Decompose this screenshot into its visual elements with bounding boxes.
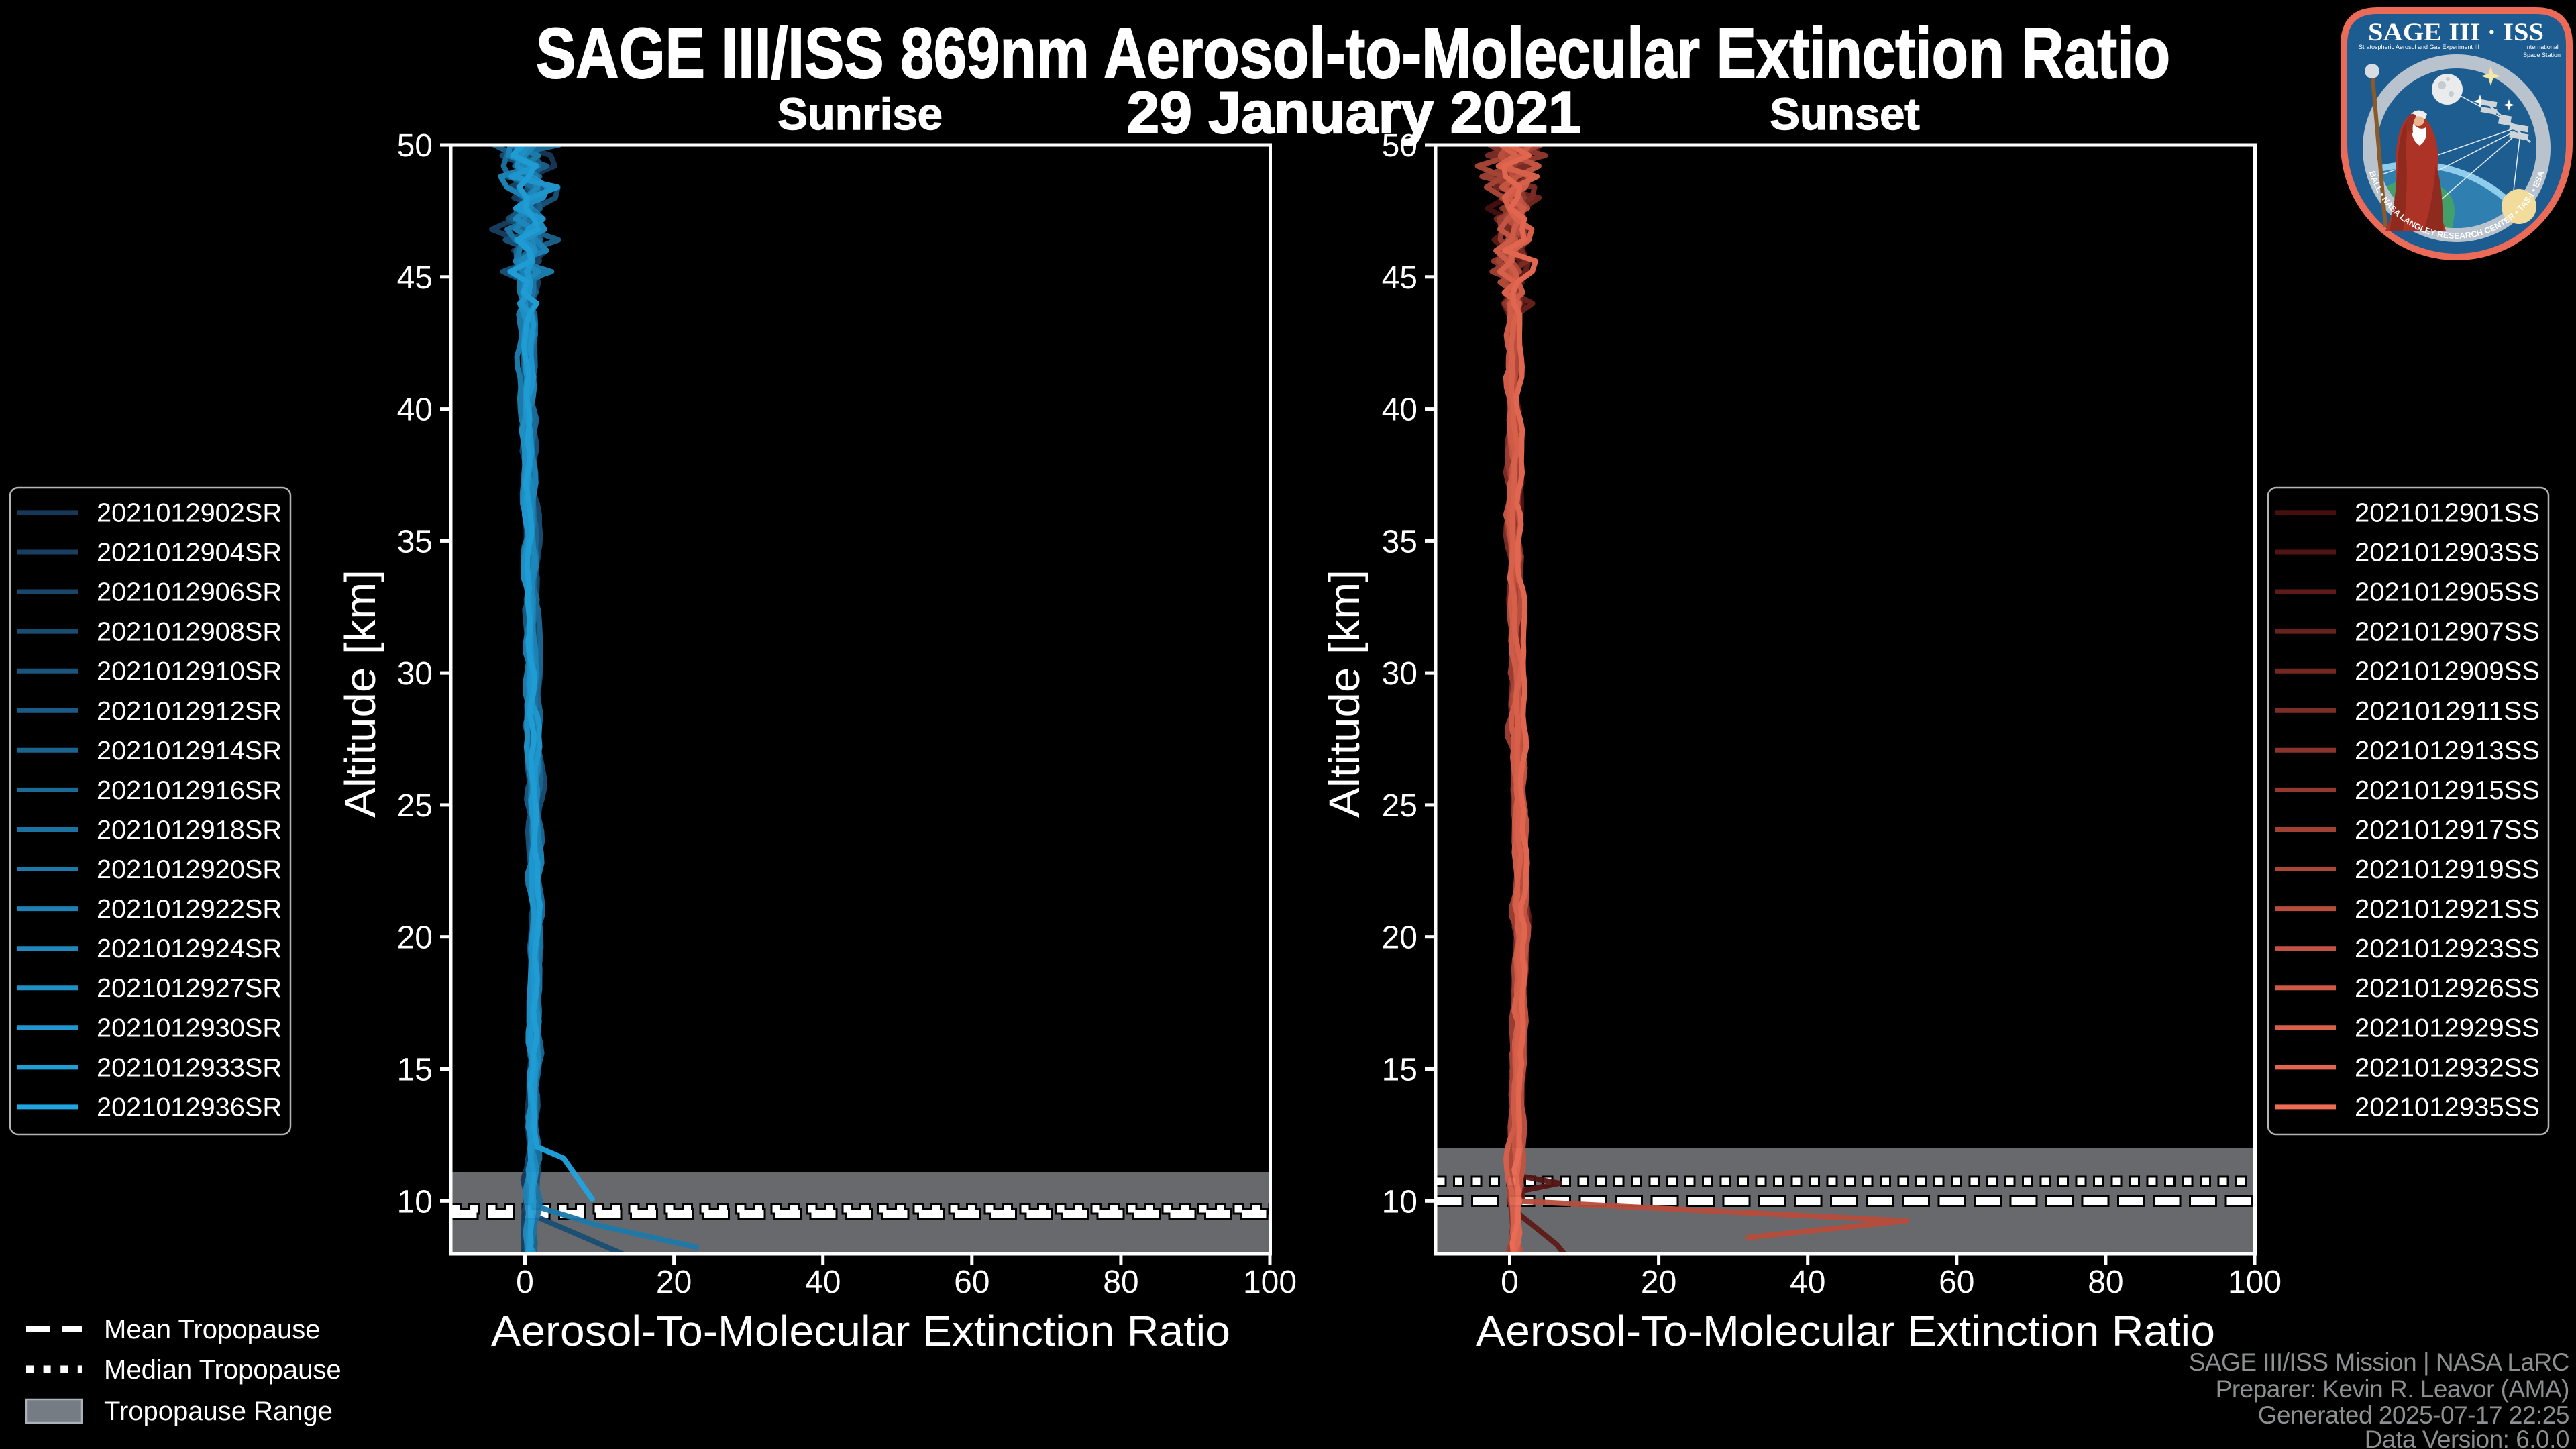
svg-text:40: 40	[1790, 1265, 1825, 1300]
svg-text:2021012914SR: 2021012914SR	[97, 737, 282, 765]
svg-text:SAGE III/ISS Mission | NASA La: SAGE III/ISS Mission | NASA LaRC	[2189, 1348, 2569, 1376]
svg-text:2021012903SS: 2021012903SS	[2355, 539, 2540, 568]
svg-text:2021012919SS: 2021012919SS	[2355, 855, 2540, 884]
svg-text:2021012915SS: 2021012915SS	[2355, 776, 2540, 805]
svg-text:40: 40	[397, 392, 433, 428]
svg-text:2021012924SR: 2021012924SR	[97, 934, 282, 963]
svg-text:Sunset: Sunset	[1770, 89, 1919, 140]
svg-text:Aerosol-To-Molecular Extinctio: Aerosol-To-Molecular Extinction Ratio	[491, 1307, 1230, 1355]
svg-text:2021012905SS: 2021012905SS	[2355, 578, 2540, 607]
svg-text:20: 20	[656, 1265, 692, 1300]
svg-text:2021012913SS: 2021012913SS	[2355, 737, 2540, 765]
svg-text:45: 45	[1382, 260, 1417, 296]
svg-text:25: 25	[1382, 788, 1417, 824]
svg-text:60: 60	[1939, 1265, 1974, 1300]
svg-text:30: 30	[1382, 656, 1417, 692]
svg-text:2021012936SR: 2021012936SR	[97, 1093, 282, 1122]
svg-text:25: 25	[397, 788, 433, 824]
svg-text:50: 50	[397, 128, 433, 164]
svg-text:15: 15	[397, 1053, 433, 1088]
svg-text:45: 45	[397, 260, 433, 296]
svg-text:Generated 2025-07-17 22:25: Generated 2025-07-17 22:25	[2258, 1401, 2569, 1429]
svg-text:2021012920SR: 2021012920SR	[97, 855, 282, 884]
svg-text:International: International	[2525, 44, 2559, 50]
svg-text:2021012908SR: 2021012908SR	[97, 618, 282, 647]
svg-text:2021012901SS: 2021012901SS	[2355, 498, 2540, 527]
svg-text:2021012922SR: 2021012922SR	[97, 895, 282, 924]
svg-text:2021012933SR: 2021012933SR	[97, 1053, 282, 1082]
svg-text:2021012918SR: 2021012918SR	[97, 816, 282, 845]
svg-text:40: 40	[1382, 392, 1417, 428]
svg-text:0: 0	[1501, 1265, 1519, 1300]
svg-text:Altitude [km]: Altitude [km]	[336, 570, 384, 818]
svg-text:50: 50	[1382, 128, 1417, 164]
svg-text:100: 100	[1243, 1265, 1297, 1300]
svg-text:100: 100	[2228, 1265, 2282, 1300]
svg-text:Median Tropopause: Median Tropopause	[104, 1355, 341, 1385]
svg-text:30: 30	[397, 656, 433, 692]
svg-text:2021012904SR: 2021012904SR	[97, 539, 282, 568]
svg-text:0: 0	[516, 1265, 534, 1300]
svg-text:2021012912SR: 2021012912SR	[97, 697, 282, 726]
svg-text:2021012911SS: 2021012911SS	[2355, 697, 2540, 726]
svg-text:20: 20	[397, 920, 433, 956]
svg-text:35: 35	[397, 524, 433, 559]
svg-text:Stratospheric Aerosol and Gas: Stratospheric Aerosol and Gas Experiment…	[2359, 44, 2479, 50]
svg-text:2021012926SS: 2021012926SS	[2355, 974, 2540, 1003]
svg-text:2021012909SS: 2021012909SS	[2355, 657, 2540, 686]
svg-text:2021012917SS: 2021012917SS	[2355, 816, 2540, 845]
svg-text:2021012907SS: 2021012907SS	[2355, 618, 2540, 647]
svg-text:2021012910SR: 2021012910SR	[97, 657, 282, 686]
svg-text:80: 80	[1103, 1265, 1138, 1300]
svg-text:2021012927SR: 2021012927SR	[97, 974, 282, 1003]
svg-text:Space Station: Space Station	[2523, 52, 2561, 58]
svg-text:SAGE III · ISS: SAGE III · ISS	[2368, 19, 2544, 46]
svg-text:Mean Tropopause: Mean Tropopause	[104, 1315, 320, 1344]
svg-text:Aerosol-To-Molecular Extinctio: Aerosol-To-Molecular Extinction Ratio	[1476, 1307, 2215, 1355]
svg-text:29 January 2021: 29 January 2021	[1127, 79, 1581, 146]
svg-text:Data Version: 6.0.0: Data Version: 6.0.0	[2365, 1426, 2569, 1449]
svg-text:Preparer: Kevin R. Leavor (AMA: Preparer: Kevin R. Leavor (AMA)	[2216, 1375, 2569, 1403]
svg-text:35: 35	[1382, 524, 1417, 559]
svg-text:15: 15	[1382, 1053, 1417, 1088]
svg-text:20: 20	[1382, 920, 1417, 956]
svg-text:2021012916SR: 2021012916SR	[97, 776, 282, 805]
svg-text:2021012923SS: 2021012923SS	[2355, 934, 2540, 963]
svg-text:10: 10	[1382, 1184, 1417, 1220]
svg-text:SAGE III/ISS 869nm Aerosol-to-: SAGE III/ISS 869nm Aerosol-to-Molecular …	[536, 13, 2170, 93]
svg-text:2021012906SR: 2021012906SR	[97, 578, 282, 607]
svg-text:Altitude [km]: Altitude [km]	[1320, 570, 1368, 818]
svg-text:2021012930SR: 2021012930SR	[97, 1014, 282, 1042]
svg-text:80: 80	[2088, 1265, 2123, 1300]
svg-text:40: 40	[805, 1265, 841, 1300]
svg-text:10: 10	[397, 1184, 433, 1220]
svg-text:60: 60	[954, 1265, 989, 1300]
svg-text:2021012935SS: 2021012935SS	[2355, 1093, 2540, 1122]
svg-text:Tropopause Range: Tropopause Range	[104, 1397, 333, 1426]
svg-text:20: 20	[1641, 1265, 1676, 1300]
svg-text:2021012921SS: 2021012921SS	[2355, 895, 2540, 924]
svg-text:Sunrise: Sunrise	[777, 89, 943, 140]
svg-text:2021012932SS: 2021012932SS	[2355, 1053, 2540, 1082]
svg-text:2021012929SS: 2021012929SS	[2355, 1014, 2540, 1042]
svg-text:2021012902SR: 2021012902SR	[97, 498, 282, 527]
